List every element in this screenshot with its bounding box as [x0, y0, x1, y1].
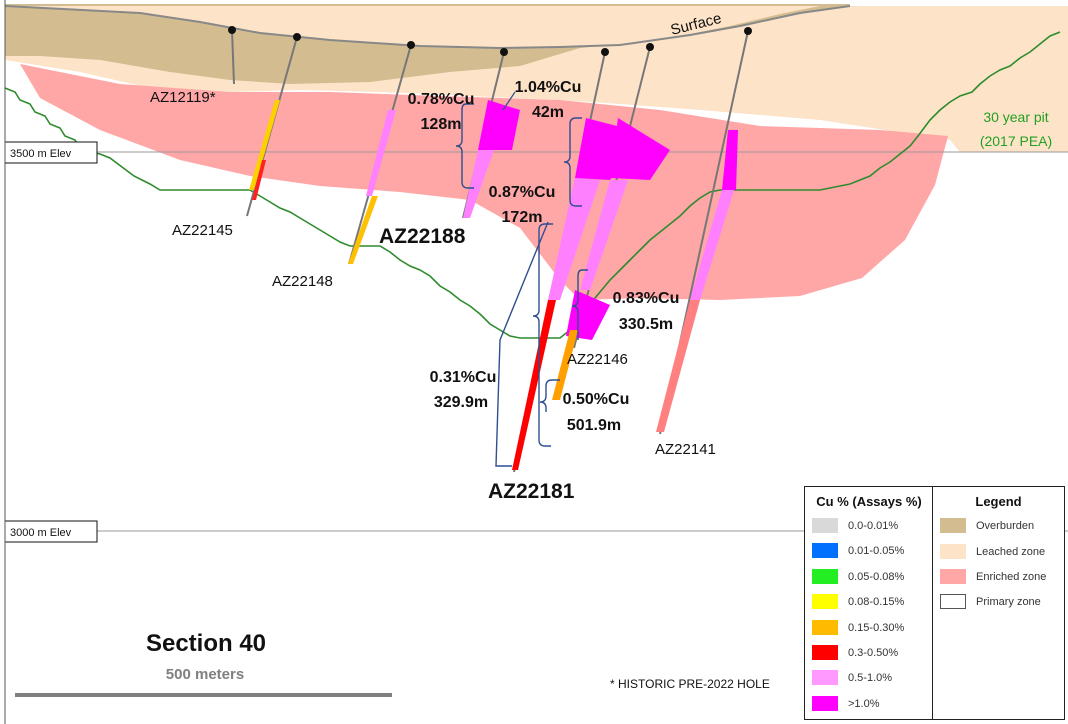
intercept-length-4: 330.5m	[619, 316, 673, 333]
zone-item-label: Overburden	[976, 519, 1035, 532]
collar-markers	[228, 26, 752, 56]
assay-legend-item: 0.15-0.30%	[812, 620, 904, 635]
assay-item-label: 0.08-0.15%	[848, 595, 905, 608]
hole-label-az22181: AZ22181	[488, 480, 575, 503]
intercept-grade-1: 0.78%Cu	[408, 91, 475, 108]
zone-legend-item: Overburden	[940, 518, 1034, 533]
intercept-grade-3: 0.87%Cu	[489, 184, 556, 201]
intercept-length-5: 329.9m	[434, 394, 488, 411]
intercept-length-3: 172m	[502, 209, 543, 226]
assay-item-label: 0.0-0.01%	[848, 519, 899, 532]
assay-swatch	[812, 594, 838, 609]
zone-legend-item: Enriched zone	[940, 569, 1046, 584]
assay-legend-item: >1.0%	[812, 696, 880, 711]
elevation-label-3000: 3000 m Elev	[10, 527, 72, 539]
intercept-grade-5: 0.31%Cu	[430, 369, 497, 386]
assay-item-label: 0.5-1.0%	[848, 671, 893, 684]
intercept-grade-2: 1.04%Cu	[515, 79, 582, 96]
assay-legend-item: 0.05-0.08%	[812, 569, 904, 584]
zone-swatch	[940, 544, 966, 559]
pit-label-line-1: 30 year pit	[983, 109, 1048, 125]
assay-swatch	[812, 696, 838, 711]
hole-label-az22188: AZ22188	[379, 225, 466, 248]
surface-line	[5, 5, 851, 50]
assay-legend-item: 0.5-1.0%	[812, 670, 892, 685]
zone-swatch	[940, 518, 966, 533]
assay-item-label: 0.15-0.30%	[848, 621, 905, 634]
zone-item-label: Leached zone	[976, 545, 1046, 558]
zone-legend-item: Primary zone	[940, 594, 1041, 609]
assay-legend-item: 0.3-0.50%	[812, 645, 898, 660]
assay-swatch	[812, 518, 838, 533]
pit-label-line-2: (2017 PEA)	[980, 133, 1052, 149]
assay-legend-title: Cu % (Assays %)	[816, 494, 922, 509]
zone-item-label: Primary zone	[976, 595, 1041, 608]
intercept-length-2: 42m	[532, 104, 564, 121]
assay-legend-item: 0.01-0.05%	[812, 543, 904, 558]
hole-label-az22148: AZ22148	[272, 273, 333, 290]
assay-traces	[249, 100, 738, 470]
pit-outline	[5, 31, 1061, 339]
section-title: Section 40	[146, 630, 266, 657]
hole-label-az22145: AZ22145	[172, 222, 233, 239]
assay-swatch	[812, 620, 838, 635]
scale-label: 500 meters	[166, 666, 244, 683]
assay-legend-item: 0.08-0.15%	[812, 594, 904, 609]
assay-item-label: >1.0%	[848, 697, 880, 710]
hole-label-az12119: AZ12119*	[150, 89, 216, 106]
zone-swatch	[940, 569, 966, 584]
assay-item-label: 0.05-0.08%	[848, 570, 905, 583]
assay-item-label: 0.01-0.05%	[848, 544, 905, 557]
intercept-length-1: 128m	[421, 116, 462, 133]
assay-swatch	[812, 670, 838, 685]
overburden-zone	[5, 4, 850, 84]
hole-label-az22141: AZ22141	[655, 441, 716, 458]
zone-legend-item: Leached zone	[940, 544, 1045, 559]
assay-item-label: 0.3-0.50%	[848, 646, 899, 659]
intercept-grade-6: 0.50%Cu	[563, 391, 630, 408]
elevation-label-3500: 3500 m Elev	[10, 148, 72, 160]
assay-swatch	[812, 543, 838, 558]
zone-legend-title: Legend	[975, 494, 1022, 509]
intercept-length-6: 501.9m	[567, 417, 621, 434]
historic-note: * HISTORIC PRE-2022 HOLE	[610, 677, 770, 691]
zone-swatch	[940, 594, 966, 609]
assay-legend-item: 0.0-0.01%	[812, 518, 898, 533]
hole-label-az22146: AZ22146	[567, 351, 628, 368]
assay-swatch	[812, 645, 838, 660]
assay-swatch	[812, 569, 838, 584]
zone-item-label: Enriched zone	[976, 570, 1047, 583]
intercept-grade-4: 0.83%Cu	[613, 290, 680, 307]
pointer-line	[502, 91, 516, 111]
intercept-braces	[455, 103, 588, 467]
